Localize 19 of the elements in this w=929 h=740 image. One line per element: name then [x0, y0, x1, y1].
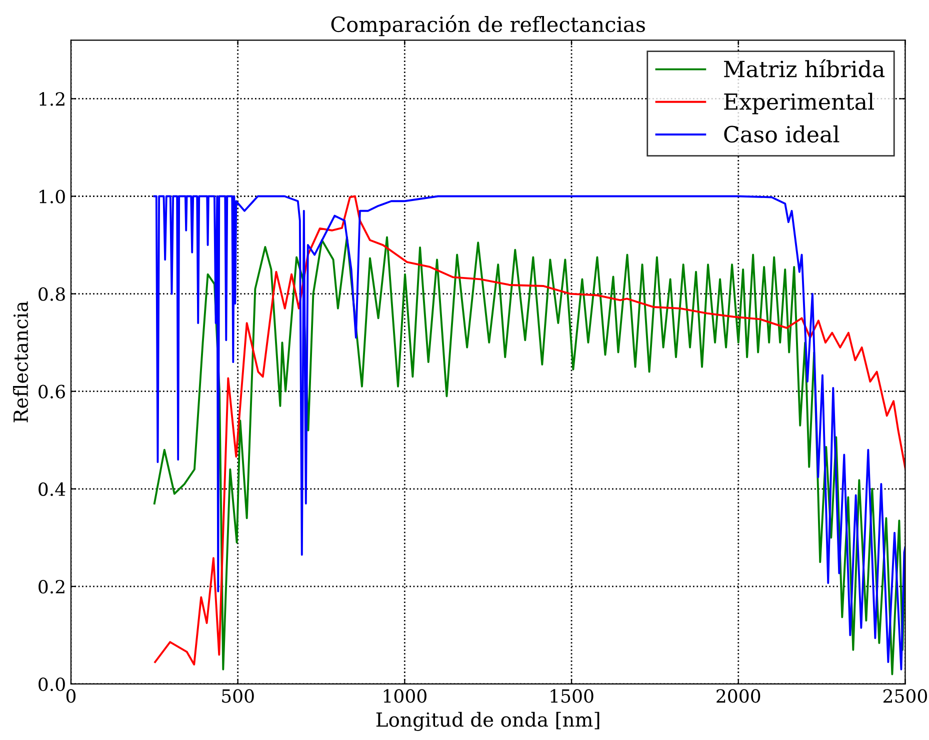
x-tick-label: 500: [222, 689, 254, 703]
y-axis-title: Reflectancia: [13, 301, 28, 422]
x-tick-label: 1000: [384, 689, 426, 703]
y-tick-label: 0.2: [38, 580, 64, 594]
legend-label: Experimental: [724, 92, 874, 114]
y-tick-label: 0.0: [38, 677, 65, 692]
y-tick-label: 1.0: [40, 190, 65, 204]
legend-label: Caso ideal: [724, 125, 840, 143]
y-tick-label: 0.8: [38, 287, 65, 301]
x-tick-label: 1500: [550, 689, 594, 703]
x-tick-label: 2000: [716, 689, 760, 703]
x-axis-title: Longitud de onda [nm]: [376, 712, 600, 731]
chart-title: Comparación de reflectancias: [331, 15, 645, 36]
y-tick-label: 0.4: [38, 482, 66, 496]
x-tick-label: 2500: [883, 689, 927, 703]
y-tick-label: 0.6: [38, 384, 65, 398]
x-tick-label: 0: [66, 689, 76, 703]
y-tick-label: 1.2: [40, 92, 64, 106]
legend-label: Matriz híbrida: [724, 59, 885, 78]
